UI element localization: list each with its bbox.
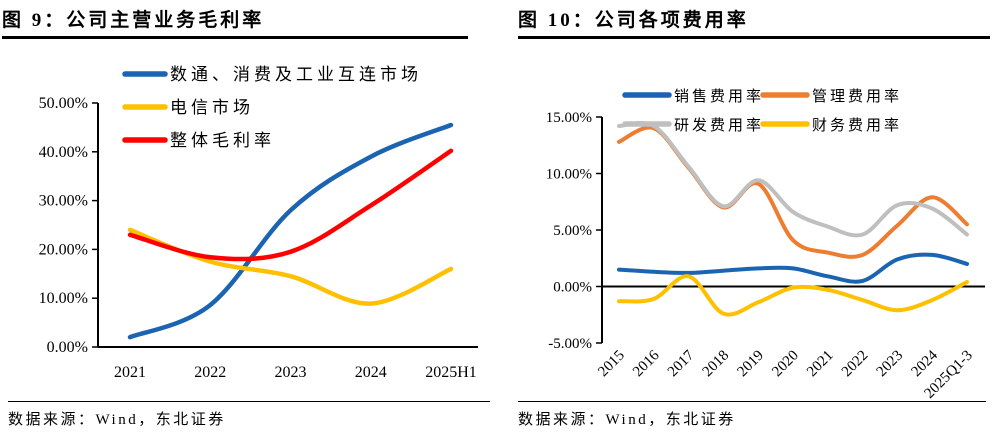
data-source-note: 数据来源：Wind，东北证券 — [518, 401, 986, 429]
legend-item: 销售费用率 — [622, 88, 764, 105]
x-tick-label: 2023 — [874, 348, 907, 381]
legend-item: 研发费用率 — [622, 117, 764, 134]
series-line-2 — [127, 227, 454, 306]
x-tick-label: 2017 — [665, 347, 698, 380]
series-line-4 — [617, 274, 969, 317]
expense-ratio-line-chart: -5.00% 0.00% 5.00% 10.00% 15.00% 2015 2016 2017… — [546, 88, 985, 402]
series-line-1 — [617, 252, 969, 284]
x-tick-label: 2018 — [700, 348, 733, 381]
legend-item: 财务费用率 — [760, 117, 902, 134]
data-source-note: 数据来源：Wind，东北证券 — [8, 401, 490, 429]
y-tick-label: 5.00% — [553, 223, 592, 239]
y-tick-label: 10.00% — [546, 167, 592, 183]
x-tick-label: 2015 — [595, 348, 628, 381]
x-tick-label: 2020 — [769, 348, 802, 381]
legend-label: 数通、消费及工业互连市场 — [170, 65, 422, 84]
x-tick-label: 2022 — [839, 348, 872, 381]
legend-item: 数通、消费及工业互连市场 — [122, 65, 422, 84]
panel-expense-ratios: -5.00% 0.00% 5.00% 10.00% 15.00% 2015 2016 2017… — [498, 0, 996, 438]
series-line-1 — [127, 122, 454, 340]
y-tick-label: 40.00% — [39, 144, 88, 161]
legend-label: 电信市场 — [170, 98, 254, 117]
x-tick-label: 2022 — [194, 364, 226, 381]
legend-label: 销售费用率 — [674, 88, 764, 105]
legend-item: 整体毛利率 — [122, 131, 275, 150]
x-tick-label: 2025H1 — [425, 364, 477, 381]
x-tick-label: 2019 — [735, 348, 768, 381]
legend-item: 电信市场 — [122, 98, 254, 117]
series-line-3 — [617, 121, 969, 238]
gross-margin-line-chart: 0.00% 10.00% 20.00% 30.00% 40.00% 50.00% 2021 2… — [39, 65, 478, 381]
x-tick-label: 2021 — [804, 348, 837, 381]
chart-title: 图 10：公司各项费用率 — [518, 5, 990, 39]
y-tick-label: 20.00% — [39, 241, 88, 258]
x-tick-label: 2023 — [275, 364, 307, 381]
y-tick-label: -5.00% — [548, 336, 592, 352]
y-tick-label: 10.00% — [39, 290, 88, 307]
x-tick-label: 2024 — [355, 364, 387, 381]
y-tick-label: 0.00% — [553, 280, 592, 296]
x-tick-label: 2016 — [630, 347, 663, 380]
legend-item: 管理费用率 — [760, 88, 902, 105]
y-tick-label: 0.00% — [47, 339, 88, 356]
legend-label: 研发费用率 — [674, 117, 764, 134]
y-tick-label: 15.00% — [546, 110, 592, 126]
legend-label: 整体毛利率 — [170, 131, 275, 150]
legend-label: 财务费用率 — [812, 117, 902, 134]
x-tick-label: 2021 — [114, 364, 146, 381]
y-tick-label: 50.00% — [39, 95, 88, 112]
panel-gross-margin: 0.00% 10.00% 20.00% 30.00% 40.00% 50.00% 2021 2… — [2, 5, 490, 429]
series-line-3 — [127, 148, 454, 262]
y-tick-label: 30.00% — [39, 193, 88, 210]
chart-title: 图 9：公司主营业务毛利率 — [2, 5, 468, 39]
legend-label: 管理费用率 — [812, 88, 902, 105]
